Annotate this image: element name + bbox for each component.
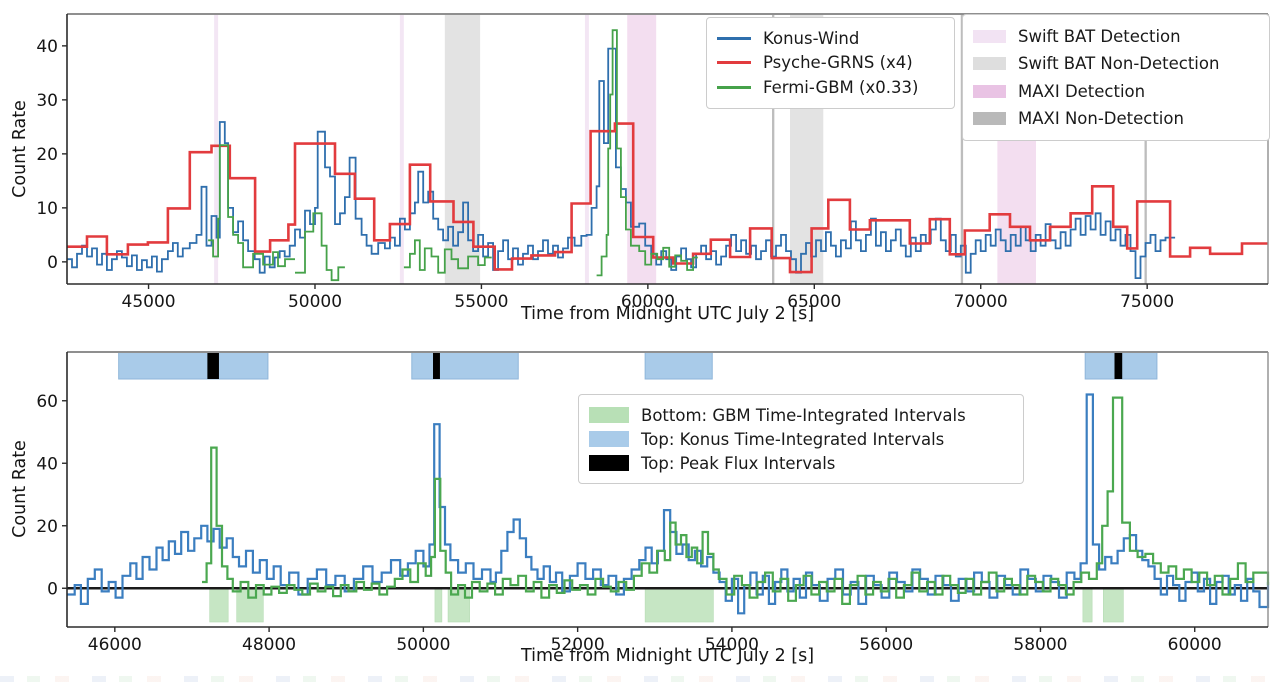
svg-text:58000: 58000 [1013, 635, 1067, 655]
swift-bat-non-detection-swatch [973, 57, 1006, 71]
legend-label: Top: Peak Flux Intervals [641, 453, 836, 473]
maxi-detection-swatch [973, 84, 1006, 98]
svg-text:52000: 52000 [551, 635, 605, 655]
legend-top-series: Konus-Wind Psyche-GRNS (x4) Fermi-GBM (x… [706, 17, 955, 109]
legend-item-peak-flux-intervals: Top: Peak Flux Intervals [589, 454, 1011, 473]
konus-wind-line-swatch [717, 36, 751, 40]
svg-text:56000: 56000 [859, 635, 913, 655]
cropped-figure-strip [0, 676, 1280, 682]
svg-text:48000: 48000 [242, 635, 296, 655]
bottom-ylabel: Count Rate [10, 440, 30, 538]
svg-text:20: 20 [36, 145, 58, 165]
svg-text:55000: 55000 [454, 292, 508, 312]
svg-text:46000: 46000 [88, 635, 142, 655]
legend-label: MAXI Detection [1018, 81, 1146, 101]
legend-label: Konus-Wind [763, 28, 860, 48]
bottom-xlabel: Time from Midnight UTC July 2 [s] [520, 646, 815, 666]
svg-text:60: 60 [36, 392, 58, 412]
legend-label: MAXI Non-Detection [1018, 108, 1184, 128]
legend-label: Top: Konus Time-Integrated Intervals [641, 429, 945, 449]
legend-bottom-intervals: Bottom: GBM Time-Integrated Intervals To… [578, 394, 1024, 484]
svg-text:60000: 60000 [1168, 635, 1222, 655]
legend-item-swift-bat-non-detection: Swift BAT Non-Detection [973, 54, 1257, 73]
svg-text:0: 0 [47, 579, 58, 599]
swift-bat-detection-swatch [973, 30, 1006, 44]
svg-text:20: 20 [36, 517, 58, 537]
legend-item-gbm-intervals: Bottom: GBM Time-Integrated Intervals [589, 406, 1011, 425]
svg-text:65000: 65000 [787, 292, 841, 312]
svg-text:50000: 50000 [288, 292, 342, 312]
top-ylabel: Count Rate [10, 100, 30, 198]
legend-label: Psyche-GRNS (x4) [763, 53, 913, 73]
legend-item-maxi-detection: MAXI Detection [973, 82, 1257, 101]
legend-label: Swift BAT Detection [1018, 27, 1181, 47]
maxi-non-detection-swatch [973, 111, 1006, 125]
legend-item-maxi-non-detection: MAXI Non-Detection [973, 109, 1257, 128]
svg-text:40: 40 [36, 37, 58, 57]
svg-text:45000: 45000 [122, 292, 176, 312]
legend-top-bands: Swift BAT Detection Swift BAT Non-Detect… [962, 14, 1270, 141]
legend-item-swift-bat-detection: Swift BAT Detection [973, 27, 1257, 46]
legend-item-konus-intervals: Top: Konus Time-Integrated Intervals [589, 430, 1011, 449]
svg-text:54000: 54000 [705, 635, 759, 655]
svg-text:30: 30 [36, 91, 58, 111]
svg-text:75000: 75000 [1120, 292, 1174, 312]
svg-text:70000: 70000 [954, 292, 1008, 312]
svg-text:0: 0 [47, 253, 58, 273]
svg-text:50000: 50000 [396, 635, 450, 655]
top-xlabel: Time from Midnight UTC July 2 [s] [520, 304, 815, 324]
gbm-intervals-swatch [589, 407, 629, 423]
peak-flux-intervals-swatch [589, 455, 629, 471]
svg-text:10: 10 [36, 199, 58, 219]
psyche-grns-line-swatch [717, 61, 751, 65]
legend-item-psyche-grns: Psyche-GRNS (x4) [717, 53, 942, 72]
bottom-chart: 46000 48000 50000 52000 54000 56000 58000 60000… [36, 351, 1270, 655]
svg-text:40: 40 [36, 454, 58, 474]
svg-text:60000: 60000 [621, 292, 675, 312]
legend-label: Fermi-GBM (x0.33) [763, 78, 919, 98]
konus-intervals-swatch [589, 431, 629, 447]
fermi-gbm-line-swatch [717, 86, 751, 90]
legend-item-konus-wind: Konus-Wind [717, 29, 942, 48]
legend-label: Swift BAT Non-Detection [1018, 54, 1220, 74]
legend-label: Bottom: GBM Time-Integrated Intervals [641, 405, 966, 425]
legend-item-fermi-gbm: Fermi-GBM (x0.33) [717, 78, 942, 97]
